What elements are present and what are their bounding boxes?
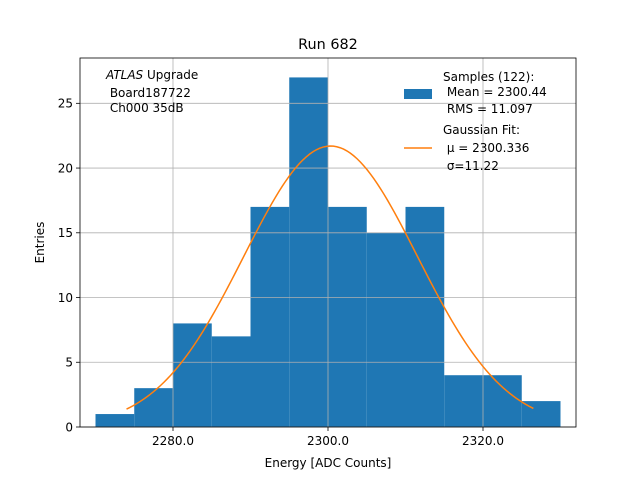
- histogram-bar-9: [444, 375, 483, 427]
- histogram-bar-7: [366, 232, 406, 427]
- legend-fit-line-3: σ=11.22: [443, 159, 499, 173]
- x-tick-label-0: 2280.0: [152, 434, 194, 448]
- plot-area: [79, 57, 577, 428]
- x-axis-label: Energy [ADC Counts]: [265, 456, 392, 470]
- histogram-bar-3: [211, 336, 251, 427]
- y-tick-label-0: 0: [65, 420, 73, 434]
- histogram-bar-6: [328, 206, 367, 427]
- legend-fit-line-2: μ = 2300.336: [443, 141, 529, 155]
- histogram-bar-1: [134, 388, 173, 427]
- histogram-bar-0: [95, 414, 135, 427]
- legend-fit-line-1: Gaussian Fit:: [443, 123, 520, 137]
- x-tick-label-1: 2300.0: [307, 434, 349, 448]
- annotation-line-2: Board187722: [106, 86, 191, 100]
- x-tick-label-2: 2320.0: [462, 434, 504, 448]
- legend-hist-line-2: Mean = 2300.44: [443, 85, 547, 99]
- annotation-atlas: ATLAS: [105, 68, 144, 82]
- y-tick-label-1: 5: [65, 356, 73, 370]
- x-axis-ticks: 2280.0 2300.0 2320.0: [152, 427, 504, 448]
- histogram-bar-2: [173, 323, 212, 427]
- histogram-bar-5: [289, 77, 328, 427]
- legend: Samples (122): Mean = 2300.44 RMS = 11.0…: [404, 70, 547, 173]
- annotation-upgrade: Upgrade: [143, 68, 198, 82]
- legend-hist-line-3: RMS = 11.097: [443, 102, 533, 116]
- gaussian-fit-curve: [126, 145, 534, 410]
- annotation-text: ATLAS Upgrade Board187722 Ch000 35dB: [105, 68, 198, 115]
- histogram-bar-4: [250, 206, 290, 427]
- y-axis-ticks: 0 5 10 15 20 25: [58, 97, 80, 434]
- chart-title: Run 682: [298, 37, 358, 53]
- legend-hist-swatch: [404, 89, 432, 99]
- histogram-bar-10: [483, 375, 522, 427]
- y-axis-label: Entries: [33, 222, 47, 264]
- annotation-line-3: Ch000 35dB: [106, 101, 184, 115]
- y-tick-label-3: 15: [58, 226, 73, 240]
- histogram-bars: [95, 77, 561, 427]
- y-tick-label-2: 10: [58, 291, 73, 305]
- y-tick-label-4: 20: [58, 161, 73, 175]
- annotation-line-1: ATLAS Upgrade: [105, 68, 198, 82]
- histogram-bar-8: [405, 206, 445, 427]
- legend-hist-line-1: Samples (122):: [443, 70, 534, 84]
- y-tick-label-5: 25: [58, 97, 73, 111]
